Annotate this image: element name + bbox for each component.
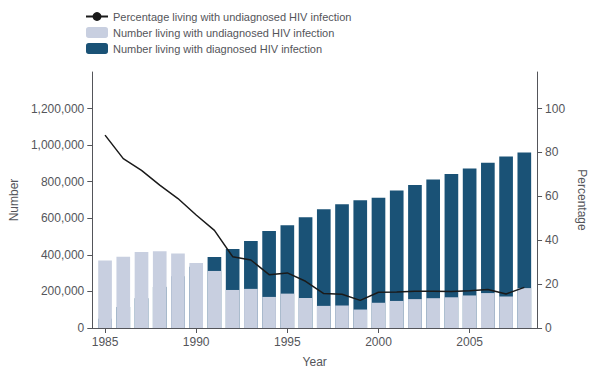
svg-text:0: 0: [78, 321, 85, 335]
svg-text:600,000: 600,000: [41, 211, 85, 225]
svg-text:1990: 1990: [183, 335, 210, 349]
svg-text:Percentage living with undiagn: Percentage living with undiagnosed HIV i…: [113, 11, 351, 23]
svg-text:1995: 1995: [274, 335, 301, 349]
svg-text:Number living with undiagnosed: Number living with undiagnosed HIV infec…: [113, 27, 334, 39]
svg-text:Number living with diagnosed H: Number living with diagnosed HIV infecti…: [113, 43, 322, 55]
svg-text:60: 60: [545, 189, 559, 203]
svg-text:400,000: 400,000: [41, 248, 85, 262]
svg-text:80: 80: [545, 145, 559, 159]
svg-text:0: 0: [545, 321, 552, 335]
svg-text:Number: Number: [7, 179, 21, 222]
svg-text:200,000: 200,000: [41, 284, 85, 298]
svg-text:2000: 2000: [365, 335, 392, 349]
svg-text:1,200,000: 1,200,000: [31, 102, 85, 116]
svg-text:800,000: 800,000: [41, 175, 85, 189]
svg-text:1,000,000: 1,000,000: [31, 138, 85, 152]
svg-text:2005: 2005: [456, 335, 483, 349]
svg-text:Percentage: Percentage: [575, 169, 589, 231]
svg-text:40: 40: [545, 233, 559, 247]
svg-text:100: 100: [545, 102, 565, 116]
svg-text:1985: 1985: [92, 335, 119, 349]
svg-text:20: 20: [545, 277, 559, 291]
svg-text:Year: Year: [303, 355, 327, 369]
